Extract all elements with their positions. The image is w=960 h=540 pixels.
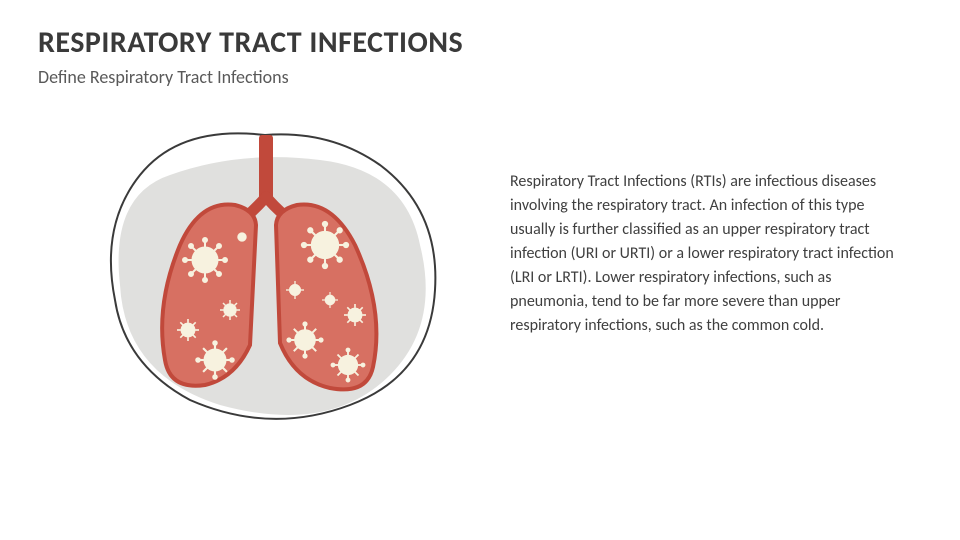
virus-icon <box>183 238 227 282</box>
definition-paragraph: Respiratory Tract Infections (RTIs) are … <box>510 170 900 338</box>
lungs-illustration <box>70 115 470 435</box>
lungs-svg <box>70 115 470 435</box>
page-title: RESPIRATORY TRACT INFECTIONS <box>38 24 463 61</box>
virus-icon <box>220 300 240 320</box>
virus-icon <box>237 232 246 241</box>
page-subtitle: Define Respiratory Tract Infections <box>38 66 289 88</box>
virus-icon <box>302 222 348 268</box>
